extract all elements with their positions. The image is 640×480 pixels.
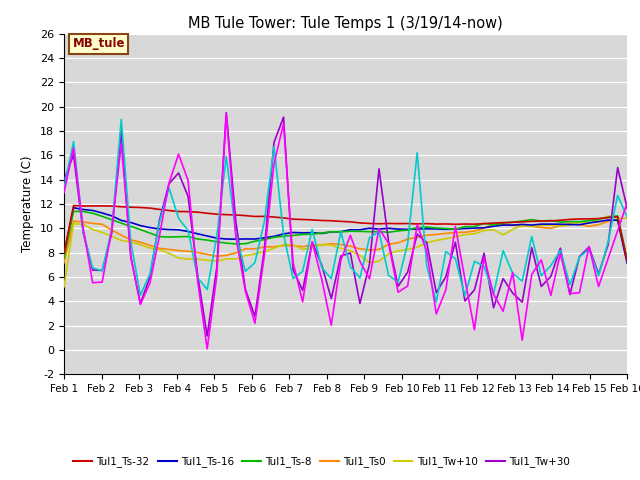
Tul1_Ts-8 [70, 208, 77, 214]
Tul1_Tw+30 [270, 140, 278, 145]
Tul1_Tw+30 [241, 286, 249, 292]
Tul1_Tw+10 [156, 247, 163, 252]
Tul1_Ts-32 [623, 258, 631, 264]
Tul1_Tw+100 [433, 311, 440, 317]
Text: MB_tule: MB_tule [72, 37, 125, 50]
Tul1_Tw+50 [165, 185, 173, 191]
Tul1_Ts-16 [232, 236, 239, 242]
Tul1_Ts0 [223, 252, 230, 258]
Tul1_Ts-16 [251, 236, 259, 242]
Tul1_Tw+30 [60, 177, 68, 183]
Tul1_Tw+50 [260, 218, 268, 224]
Tul1_Tw+50 [232, 231, 239, 237]
Tul1_Tw+100 [213, 274, 221, 279]
Tul1_Tw+10 [204, 257, 211, 263]
Tul1_Ts-16 [60, 252, 68, 257]
Tul1_Ts0 [156, 245, 163, 251]
Line: Tul1_Tw+50: Tul1_Tw+50 [64, 120, 627, 302]
Tul1_Ts-32 [60, 251, 68, 256]
Tul1_Ts-32 [260, 214, 268, 219]
Tul1_Ts-32 [423, 221, 431, 227]
Tul1_Tw+30 [623, 205, 631, 211]
Tul1_Ts-32 [251, 214, 259, 219]
Tul1_Tw+10 [623, 216, 631, 221]
Tul1_Tw+50 [213, 234, 221, 240]
Tul1_Tw+30 [260, 245, 268, 251]
Tul1_Ts-32 [213, 211, 221, 217]
Tul1_Tw+100 [270, 161, 278, 167]
Tul1_Tw+10 [604, 213, 612, 219]
Tul1_Ts-8 [623, 257, 631, 263]
Line: Tul1_Tw+10: Tul1_Tw+10 [64, 216, 627, 287]
Tul1_Ts-8 [251, 239, 259, 244]
Tul1_Ts-16 [213, 235, 221, 241]
Tul1_Tw+30 [213, 265, 221, 271]
Tul1_Ts0 [614, 216, 621, 222]
Tul1_Ts-8 [165, 234, 173, 240]
Tul1_Tw+100 [156, 233, 163, 239]
Tul1_Tw+30 [156, 217, 163, 223]
Tul1_Tw+30 [204, 333, 211, 339]
Tul1_Tw+50 [423, 263, 431, 269]
Tul1_Ts-16 [623, 261, 631, 266]
Tul1_Ts0 [413, 235, 421, 240]
Tul1_Tw+100 [260, 252, 268, 258]
Tul1_Tw+10 [60, 284, 68, 290]
Tul1_Tw+50 [251, 260, 259, 265]
Tul1_Ts-16 [260, 235, 268, 240]
Tul1_Ts-8 [232, 241, 239, 247]
Line: Tul1_Ts-16: Tul1_Ts-16 [64, 208, 627, 264]
Tul1_Ts-32 [232, 212, 239, 218]
Tul1_Tw+100 [204, 346, 211, 352]
Tul1_Ts0 [251, 246, 259, 252]
Line: Tul1_Ts-32: Tul1_Ts-32 [64, 205, 627, 261]
Tul1_Tw+30 [433, 290, 440, 296]
Tul1_Tw+30 [223, 110, 230, 116]
Tul1_Ts0 [623, 260, 631, 265]
Tul1_Tw+100 [223, 111, 230, 117]
Line: Tul1_Ts-8: Tul1_Ts-8 [64, 211, 627, 260]
Tul1_Ts0 [60, 260, 68, 265]
Tul1_Ts-8 [260, 237, 268, 242]
Tul1_Ts-32 [165, 208, 173, 214]
Tul1_Ts-8 [423, 224, 431, 230]
Tul1_Tw+10 [413, 244, 421, 250]
Tul1_Tw+10 [241, 252, 249, 258]
Tul1_Ts-16 [423, 226, 431, 232]
Tul1_Ts-16 [70, 205, 77, 211]
Tul1_Ts-8 [60, 255, 68, 261]
Line: Tul1_Ts0: Tul1_Ts0 [64, 219, 627, 263]
Tul1_Ts-16 [165, 227, 173, 232]
Tul1_Ts0 [204, 252, 211, 257]
Tul1_Ts-32 [70, 203, 77, 208]
Tul1_Tw+100 [241, 288, 249, 294]
Tul1_Tw+10 [223, 256, 230, 262]
Tul1_Tw+50 [117, 117, 125, 122]
Line: Tul1_Tw+30: Tul1_Tw+30 [64, 113, 627, 336]
Tul1_Tw+50 [433, 299, 440, 305]
Tul1_Ts-8 [213, 239, 221, 245]
Y-axis label: Temperature (C): Temperature (C) [22, 156, 35, 252]
Title: MB Tule Tower: Tule Temps 1 (3/19/14-now): MB Tule Tower: Tule Temps 1 (3/19/14-now… [188, 16, 503, 31]
Tul1_Ts0 [241, 246, 249, 252]
Tul1_Tw+50 [623, 214, 631, 220]
Line: Tul1_Tw+100: Tul1_Tw+100 [64, 114, 627, 349]
Tul1_Tw+10 [251, 251, 259, 257]
Tul1_Tw+100 [623, 200, 631, 205]
Tul1_Tw+50 [60, 185, 68, 191]
Tul1_Tw+100 [60, 190, 68, 195]
